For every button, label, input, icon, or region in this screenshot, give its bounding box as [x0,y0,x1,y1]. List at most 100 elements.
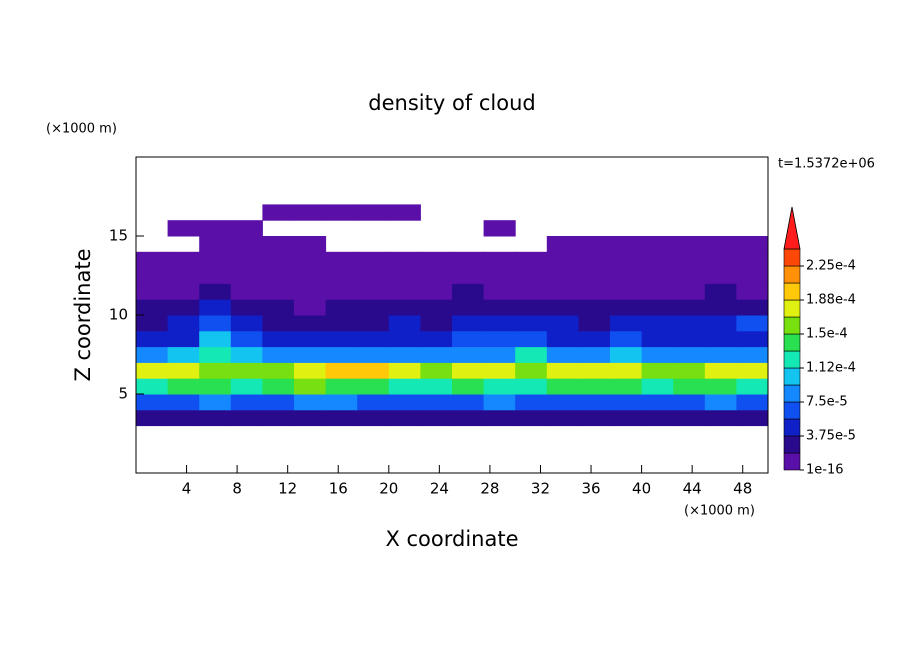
field-cell [388,394,421,411]
field-cell [199,362,232,379]
field-cell [578,409,611,427]
field-cell [136,409,169,427]
field-cell [325,378,358,395]
field-cell [673,346,706,363]
colorbar-label: 1e-16 [806,463,844,478]
field-cell [230,236,263,253]
field-cell [136,330,169,348]
field-cell [388,267,421,284]
field-cell [452,299,485,316]
field-cell [578,315,611,332]
field-cell [325,267,358,284]
field-cell [230,346,263,363]
field-cell [483,220,516,237]
field-cell [199,283,232,300]
field-cell [610,283,643,300]
field-cell [262,267,295,284]
field-cell [294,330,327,348]
x-tick-label: 16 [329,480,348,498]
field-cell [294,362,327,379]
field-cell [136,394,169,411]
x-tick-label: 24 [430,480,449,498]
field-cell [199,267,232,284]
field-cell [515,378,548,395]
field-cell [388,346,421,363]
field-cell [546,315,579,332]
field-cell [230,251,263,269]
field-cell [704,315,737,332]
field-cell [262,315,295,332]
field-cell [230,330,263,348]
field-cell [294,299,327,316]
field-cell [515,394,548,411]
field-cell [230,283,263,300]
field-cell [673,409,706,427]
field-cell [199,299,232,316]
field-cell [294,236,327,253]
y-tick-label: 10 [109,306,128,324]
field-cell [641,315,674,332]
field-cell [357,204,390,221]
field-cell [294,346,327,363]
x-tick-label: 40 [632,480,651,498]
x-tick-label: 32 [531,480,550,498]
field-cell [546,299,579,316]
field-cell [736,315,769,332]
field-cell [325,299,358,316]
field-cell [167,220,200,237]
field-cell [230,299,263,316]
field-cell [230,220,263,237]
field-cell [262,204,295,221]
field-cell [515,362,548,379]
field-cell [673,283,706,300]
field-cell [546,378,579,395]
colorbar-arrow [783,206,801,250]
field-cell [641,394,674,411]
field-cell [357,315,390,332]
field-cell [515,409,548,427]
field-cell [452,330,485,348]
field-cell [546,330,579,348]
field-cell [167,378,200,395]
field-cell [736,330,769,348]
field-cell [641,378,674,395]
field-cell [578,394,611,411]
y-tick-label: 5 [118,385,128,403]
contour-field [136,204,769,427]
field-cell [641,267,674,284]
field-cell [673,251,706,269]
field-cell [136,362,169,379]
field-cell [357,330,390,348]
field-cell [704,362,737,379]
field-cell [546,283,579,300]
field-cell [515,315,548,332]
field-cell [420,315,453,332]
colorbar-box [783,367,801,386]
field-cell [578,267,611,284]
field-cell [483,362,516,379]
field-cell [578,346,611,363]
colorbar-label: 3.75e-5 [806,429,856,444]
field-cell [230,378,263,395]
field-cell [357,346,390,363]
field-cell [420,394,453,411]
field-cell [704,267,737,284]
field-cell [736,251,769,269]
colorbar-label: 1.12e-4 [806,361,856,376]
field-cell [515,299,548,316]
field-cell [483,346,516,363]
field-cell [736,362,769,379]
chart-title: density of cloud [368,91,535,115]
field-cell [199,330,232,348]
field-cell [294,378,327,395]
field-cell [546,346,579,363]
field-cell [294,204,327,221]
field-cell [641,346,674,363]
colorbar-box [783,282,801,301]
field-cell [136,283,169,300]
field-cell [325,315,358,332]
field-cell [294,267,327,284]
field-cell [736,236,769,253]
field-cell [452,283,485,300]
